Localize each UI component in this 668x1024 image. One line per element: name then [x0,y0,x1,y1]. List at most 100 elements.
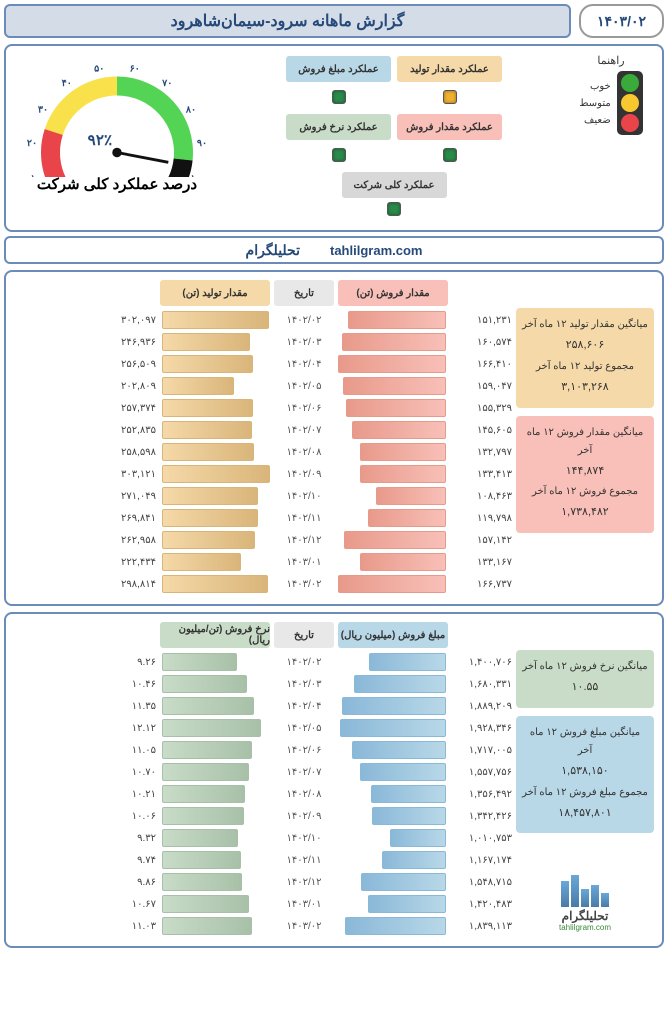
legend-section: عملکرد مقدار تولیدعملکرد مبلغ فروش عملکرد… [222,52,566,224]
bar [338,828,448,848]
bar [160,398,270,418]
bar [338,740,448,760]
value-cell: ۱,۷۱۷,۰۰۵ [452,740,512,760]
column-header: تاریخ [274,622,334,648]
value-cell: ۱۱.۳۵ [96,696,156,716]
bar [160,806,270,826]
bar [160,652,270,672]
stats-box: میانگین مقدار فروش ۱۲ ماه آخر۱۴۴,۸۷۴مجمو… [516,416,654,534]
stats-box: میانگین نرخ فروش ۱۲ ماه آخر۱۰.۵۵ [516,650,654,708]
bar [160,530,270,550]
value-cell: ۱,۸۸۹,۲۰۹ [452,696,512,716]
stats-box: میانگین مقدار تولید ۱۲ ماه آخر۲۵۸,۶۰۶مجم… [516,308,654,408]
bar [338,916,448,936]
value-cell: ۱,۶۸۰,۳۳۱ [452,674,512,694]
value-cell: ۱۲.۱۲ [96,718,156,738]
column-header: مبلغ فروش (میلیون ریال) [338,622,448,648]
bar [338,332,448,352]
traffic-label: متوسط [579,98,610,109]
bar [338,464,448,484]
bar [338,376,448,396]
date-cell: ۱۴۰۲/۰۵ [274,718,334,738]
date-cell: ۱۴۰۲/۰۳ [274,332,334,352]
bar [160,828,270,848]
site-bar: tahlilgram.com تحلیلگرام [4,236,664,264]
legend-cell: عملکرد مبلغ فروش [286,56,391,82]
bar [338,354,448,374]
value-cell: ۹.۳۲ [96,828,156,848]
svg-text:۳۰: ۳۰ [38,104,48,115]
value-cell: ۱۵۷,۱۴۲ [452,530,512,550]
value-cell: ۲۶۹,۸۴۱ [96,508,156,528]
panel-quantities: میانگین مقدار تولید ۱۲ ماه آخر۲۵۸,۶۰۶مجم… [4,270,664,606]
value-cell: ۱,۵۵۷,۷۵۶ [452,762,512,782]
value-cell: ۲۵۷,۳۷۴ [96,398,156,418]
led-icon [443,90,457,104]
legend-cell: عملکرد مقدار تولید [397,56,502,82]
bar [160,740,270,760]
bar [160,574,270,594]
value-cell: ۲۴۶,۹۳۶ [96,332,156,352]
date-cell: ۱۴۰۲/۰۷ [274,420,334,440]
date-cell: ۱۴۰۲/۰۳ [274,674,334,694]
svg-text:۷۰: ۷۰ [161,78,172,89]
column-header: نرخ فروش (تن/میلیون ریال) [160,622,270,648]
panel-amounts: میانگین نرخ فروش ۱۲ ماه آخر۱۰.۵۵میانگین … [4,612,664,948]
date-cell: ۱۴۰۲/۰۴ [274,696,334,716]
legend-cell: عملکرد نرخ فروش [286,114,391,140]
bar [338,530,448,550]
date-cell: ۱۴۰۳/۰۱ [274,552,334,572]
value-cell: ۱۱۹,۷۹۸ [452,508,512,528]
value-cell: ۱۰۸,۴۶۳ [452,486,512,506]
column-header: مقدار تولید (تن) [160,280,270,306]
date-cell: ۱۴۰۲/۱۰ [274,828,334,848]
date-cell: ۱۴۰۲/۰۸ [274,442,334,462]
date-cell: ۱۴۰۲/۰۹ [274,806,334,826]
value-cell: ۲۰۲,۸۰۹ [96,376,156,396]
date-cell: ۱۴۰۲/۰۴ [274,354,334,374]
value-cell: ۱,۹۲۸,۳۴۶ [452,718,512,738]
date-cell: ۱۴۰۲/۱۲ [274,872,334,892]
value-cell: ۲۶۲,۹۵۸ [96,530,156,550]
bar [160,762,270,782]
svg-text:۹۰: ۹۰ [197,138,207,149]
bar [160,442,270,462]
top-panel: راهنما خوبمتوسطضعیف عملکرد مقدار تولیدعم… [4,44,664,232]
date-cell: ۱۴۰۲/۰۲ [274,310,334,330]
value-cell: ۱,۵۴۸,۷۱۵ [452,872,512,892]
value-cell: ۲۵۸,۵۹۸ [96,442,156,462]
svg-text:۸۰: ۸۰ [185,104,196,115]
value-cell: ۱,۴۰۰,۷۰۶ [452,652,512,672]
guide-label: راهنما [597,54,624,67]
bar [338,762,448,782]
bar [160,552,270,572]
bar [160,850,270,870]
value-cell: ۲۹۸,۸۱۴ [96,574,156,594]
report-title: گزارش ماهانه سرود-سیمان‌شاهرود [4,4,571,38]
bar [160,486,270,506]
value-cell: ۱۶۶,۴۱۰ [452,354,512,374]
value-cell: ۱۰.۴۶ [96,674,156,694]
bar [338,850,448,870]
value-cell: ۱,۴۲۰,۴۸۳ [452,894,512,914]
bar [338,806,448,826]
bar [338,696,448,716]
bar [160,376,270,396]
value-cell: ۱۴۵,۶۰۵ [452,420,512,440]
legend-cell: عملکرد مقدار فروش [397,114,502,140]
date-cell: ۱۴۰۲/۰۶ [274,398,334,418]
value-cell: ۱۳۲,۷۹۷ [452,442,512,462]
value-cell: ۲۵۶,۵۰۹ [96,354,156,374]
column-header: مقدار فروش (تن) [338,280,448,306]
bar [338,574,448,594]
value-cell: ۱,۸۳۹,۱۱۳ [452,916,512,936]
column-header: تاریخ [274,280,334,306]
value-cell: ۱۵۵,۳۲۹ [452,398,512,418]
date-cell: ۱۴۰۲/۰۷ [274,762,334,782]
date-cell: ۱۴۰۲/۱۰ [274,486,334,506]
report-date: ۱۴۰۳/۰۲ [579,4,664,38]
value-cell: ۲۵۲,۸۳۵ [96,420,156,440]
bar [160,718,270,738]
value-cell: ۹.۲۶ [96,652,156,672]
date-cell: ۱۴۰۲/۱۲ [274,530,334,550]
